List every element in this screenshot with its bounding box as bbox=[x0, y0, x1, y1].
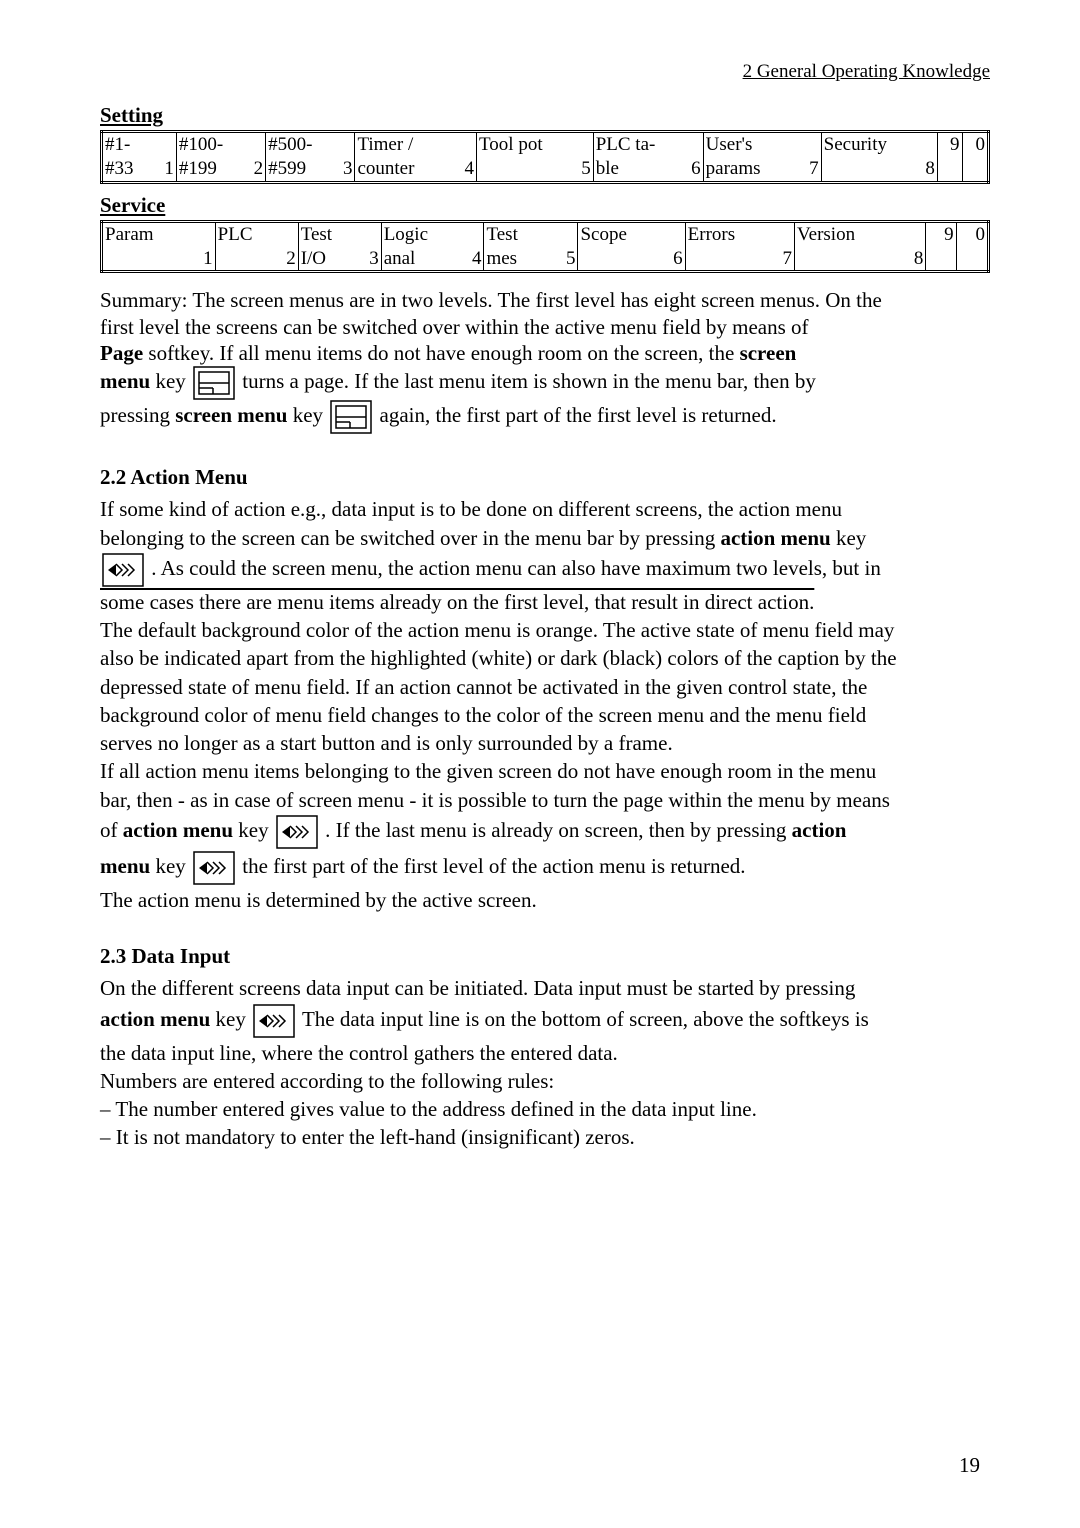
action-menu-icon bbox=[276, 815, 318, 849]
menu-cell: 0 bbox=[956, 221, 988, 272]
s22-p13: menu key the first part of the first lev… bbox=[100, 851, 990, 885]
s22-p11: bar, then - as in case of screen menu - … bbox=[100, 787, 990, 813]
menu-cell: Param1 bbox=[102, 221, 216, 272]
menu-cell: PLC ta-ble6 bbox=[593, 132, 703, 183]
action-menu-icon bbox=[102, 553, 144, 587]
menu-cell: Scope6 bbox=[578, 221, 685, 272]
summary-block: Summary: The screen menus are in two lev… bbox=[100, 287, 990, 434]
menu-cell: Security8 bbox=[821, 132, 937, 183]
s22-p14: The action menu is determined by the act… bbox=[100, 887, 990, 913]
menu-cell: PLC2 bbox=[215, 221, 298, 272]
s22-p8: background color of menu field changes t… bbox=[100, 702, 990, 728]
action-menu-icon bbox=[193, 851, 235, 885]
s22-p5: The default background color of the acti… bbox=[100, 617, 990, 643]
service-title: Service bbox=[100, 192, 990, 218]
summary-l3: Page softkey. If all menu items do not h… bbox=[100, 340, 990, 366]
section-23-heading: 2.3 Data Input bbox=[100, 943, 990, 969]
s22-p4: some cases there are menu items already … bbox=[100, 589, 990, 615]
s22-p2: belonging to the screen can be switched … bbox=[100, 525, 990, 551]
s23-p3: the data input line, where the control g… bbox=[100, 1040, 990, 1066]
menu-cell: Errors7 bbox=[685, 221, 794, 272]
s22-p1: If some kind of action e.g., data input … bbox=[100, 496, 990, 522]
s22-p10: If all action menu items belonging to th… bbox=[100, 758, 990, 784]
screen-menu-icon bbox=[193, 366, 235, 400]
menu-cell: Testmes5 bbox=[484, 221, 578, 272]
setting-table: #1-#331#100-#1992#500-#5993Timer /counte… bbox=[100, 130, 990, 184]
s23-p1: On the different screens data input can … bbox=[100, 975, 990, 1001]
summary-l1: Summary: The screen menus are in two lev… bbox=[100, 287, 990, 313]
setting-title: Setting bbox=[100, 102, 990, 128]
s22-p9: serves no longer as a start button and i… bbox=[100, 730, 990, 756]
s23-p2: action menu key The data input line is o… bbox=[100, 1004, 990, 1038]
menu-cell: User'sparams7 bbox=[703, 132, 821, 183]
menu-cell: TestI/O3 bbox=[298, 221, 381, 272]
s23-p4: Numbers are entered according to the fol… bbox=[100, 1068, 990, 1094]
action-menu-icon bbox=[253, 1004, 295, 1038]
menu-cell: 9 bbox=[937, 132, 962, 183]
menu-cell: #100-#1992 bbox=[176, 132, 265, 183]
menu-cell: 9 bbox=[926, 221, 956, 272]
summary-l4: menu key turns a page. If the last menu … bbox=[100, 366, 990, 400]
summary-l2: first level the screens can be switched … bbox=[100, 314, 990, 340]
chapter-header: 2 General Operating Knowledge bbox=[100, 60, 990, 84]
s22-p12: of action menu key . If the last menu is… bbox=[100, 815, 990, 849]
menu-cell: Tool pot5 bbox=[477, 132, 594, 183]
menu-cell: #500-#5993 bbox=[266, 132, 355, 183]
s23-p5: – The number entered gives value to the … bbox=[100, 1096, 990, 1122]
page-number: 19 bbox=[959, 1452, 980, 1478]
s22-p6: also be indicated apart from the highlig… bbox=[100, 645, 990, 671]
summary-l5: pressing screen menu key again, the firs… bbox=[100, 400, 990, 434]
menu-cell: Version8 bbox=[795, 221, 926, 272]
screen-menu-icon bbox=[330, 400, 372, 434]
menu-cell: 0 bbox=[962, 132, 988, 183]
s22-p3: . As could the screen menu, the action m… bbox=[100, 553, 990, 587]
service-table: Param1PLC2TestI/O3Logicanal4Testmes5Scop… bbox=[100, 220, 990, 274]
menu-cell: Logicanal4 bbox=[381, 221, 484, 272]
menu-cell: #1-#331 bbox=[102, 132, 177, 183]
menu-cell: Timer /counter4 bbox=[355, 132, 477, 183]
s22-p7: depressed state of menu field. If an act… bbox=[100, 674, 990, 700]
s23-p6: – It is not mandatory to enter the left-… bbox=[100, 1124, 990, 1150]
section-22-heading: 2.2 Action Menu bbox=[100, 464, 990, 490]
